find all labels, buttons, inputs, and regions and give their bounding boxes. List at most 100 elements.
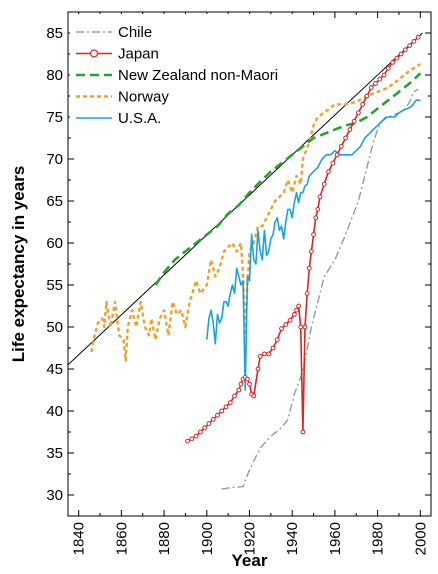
legend-marker-japan <box>89 49 99 58</box>
point-japan-52 <box>364 93 370 99</box>
point-japan-30 <box>294 307 299 313</box>
x-tick-label-1980: 1980 <box>370 522 387 555</box>
point-japan-44 <box>330 160 336 166</box>
point-japan-29 <box>291 312 297 317</box>
y-tick-label-65: 65 <box>46 193 63 210</box>
point-japan-47 <box>343 135 348 141</box>
y-tick-label-45: 45 <box>46 361 63 378</box>
point-japan-49 <box>351 118 357 124</box>
point-japan-60 <box>398 51 404 57</box>
y-tick-label-50: 50 <box>46 319 63 336</box>
point-japan-62 <box>407 43 413 48</box>
point-japan-0 <box>185 438 190 444</box>
y-tick-label-70: 70 <box>46 151 63 168</box>
point-japan-39 <box>313 215 319 221</box>
point-japan-56 <box>381 72 387 78</box>
point-japan-54 <box>373 81 378 86</box>
legend-label-u-s-a: U.S.A. <box>118 110 161 127</box>
x-tick-label-1880: 1880 <box>156 522 173 555</box>
series-line-u-s-a <box>206 99 421 391</box>
point-japan-43 <box>326 169 331 175</box>
point-japan-5 <box>206 421 212 427</box>
best-practice-trend-line <box>68 32 423 366</box>
point-japan-50 <box>356 110 361 116</box>
point-japan-42 <box>321 181 327 187</box>
point-japan-8 <box>219 408 225 414</box>
x-tick-label-1960: 1960 <box>327 522 344 555</box>
y-tick-label-35: 35 <box>46 445 63 462</box>
point-japan-13 <box>238 381 244 387</box>
point-japan-2 <box>193 433 199 439</box>
point-japan-63 <box>411 39 417 44</box>
point-japan-7 <box>215 412 220 418</box>
point-japan-10 <box>227 400 233 406</box>
point-japan-40 <box>315 207 321 212</box>
point-japan-36 <box>306 265 312 271</box>
y-tick-label-40: 40 <box>46 403 63 420</box>
point-japan-41 <box>317 194 323 200</box>
legend-label-japan: Japan <box>118 46 159 63</box>
point-japan-4 <box>202 425 208 431</box>
x-tick-label-1920: 1920 <box>242 522 259 555</box>
point-japan-22 <box>262 351 267 357</box>
point-japan-9 <box>223 404 229 410</box>
point-japan-59 <box>394 55 400 61</box>
point-japan-57 <box>385 65 391 71</box>
point-japan-48 <box>347 127 353 133</box>
point-japan-33 <box>300 429 306 435</box>
x-axis-label: Year <box>232 551 268 570</box>
point-japan-37 <box>309 249 314 254</box>
legend-label-chile: Chile <box>118 24 152 41</box>
y-tick-label-85: 85 <box>46 25 63 42</box>
point-japan-53 <box>368 85 374 90</box>
point-japan-12 <box>236 387 242 393</box>
point-japan-16 <box>244 376 250 382</box>
point-japan-38 <box>311 232 316 238</box>
point-japan-64 <box>415 34 421 40</box>
point-japan-20 <box>255 366 261 372</box>
x-tick-label-1840: 1840 <box>71 522 88 555</box>
legend-label-new-zealand-non-maori: New Zealand non-Maori <box>118 67 278 84</box>
series-line-norway <box>90 63 421 362</box>
point-japan-61 <box>402 47 408 53</box>
point-japan-23 <box>266 351 272 357</box>
point-japan-3 <box>197 429 203 435</box>
point-japan-46 <box>338 144 344 149</box>
x-tick-label-1900: 1900 <box>199 522 216 555</box>
point-japan-6 <box>210 417 216 422</box>
point-japan-17 <box>247 381 252 387</box>
point-japan-24 <box>270 345 276 351</box>
point-japan-19 <box>251 393 257 399</box>
y-tick-label-30: 30 <box>46 487 63 504</box>
series-line-chile <box>221 88 419 490</box>
point-japan-35 <box>304 291 310 296</box>
point-japan-11 <box>232 393 237 399</box>
point-japan-32 <box>298 324 304 330</box>
point-japan-26 <box>279 326 284 332</box>
series-line-new-zealand-non-maori <box>154 72 422 286</box>
y-tick-label-80: 80 <box>46 67 63 84</box>
x-tick-label-1860: 1860 <box>113 522 130 555</box>
legend: Chile Japan New Zealand non-Maori Norway U.S… <box>70 14 310 127</box>
point-japan-34 <box>302 324 308 330</box>
y-tick-label-75: 75 <box>46 109 63 126</box>
series-layer <box>68 32 423 490</box>
legend-label-norway: Norway <box>118 89 169 106</box>
point-japan-21 <box>257 354 263 359</box>
point-japan-31 <box>296 303 302 309</box>
point-japan-45 <box>334 152 340 158</box>
point-japan-55 <box>377 76 383 82</box>
point-japan-28 <box>287 317 293 323</box>
y-tick-label-60: 60 <box>46 235 63 252</box>
tick-labels: 1840 1860 1880 1900 1920 1940 1960 1980 2000 30 35… <box>46 25 429 555</box>
point-japan-51 <box>360 102 366 107</box>
point-japan-27 <box>283 322 289 327</box>
point-japan-25 <box>274 337 280 343</box>
point-japan-58 <box>390 60 395 65</box>
point-japan-1 <box>189 436 195 442</box>
x-tick-label-2000: 2000 <box>412 522 429 555</box>
y-tick-label-55: 55 <box>46 277 63 294</box>
y-axis-label: Life expectancy in years <box>9 166 28 363</box>
x-tick-label-1940: 1940 <box>284 522 301 555</box>
